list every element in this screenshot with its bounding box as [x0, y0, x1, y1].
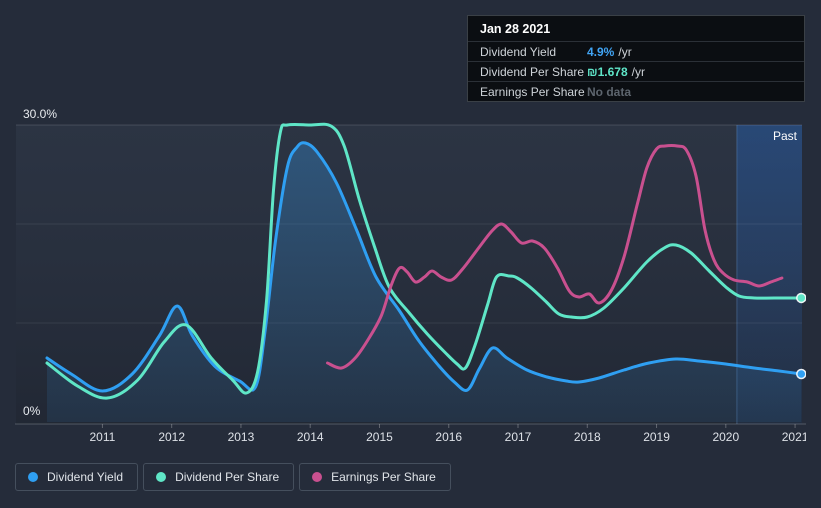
svg-text:2015: 2015: [366, 430, 393, 444]
svg-text:2019: 2019: [643, 430, 670, 444]
svg-text:2013: 2013: [228, 430, 255, 444]
chart-tooltip: Jan 28 2021 Dividend Yield 4.9% /yr Divi…: [467, 15, 805, 102]
tooltip-row-dividend-yield: Dividend Yield 4.9% /yr: [468, 41, 804, 61]
svg-text:2014: 2014: [297, 430, 324, 444]
legend-label: Earnings Per Share: [331, 470, 436, 484]
tooltip-unit: /yr: [631, 64, 645, 79]
legend-label: Dividend Per Share: [175, 470, 280, 484]
tooltip-value: No data: [587, 84, 632, 99]
svg-text:2020: 2020: [712, 430, 739, 444]
legend-label: Dividend Yield: [47, 470, 124, 484]
tooltip-label: Dividend Yield: [480, 44, 557, 59]
svg-text:2018: 2018: [574, 430, 601, 444]
svg-text:2016: 2016: [435, 430, 462, 444]
legend-item-earnings-per-share[interactable]: Earnings Per Share: [299, 463, 451, 491]
svg-text:2011: 2011: [90, 430, 116, 444]
dividend-per-share-dot-icon: [156, 472, 167, 482]
dividend-yield-dot-icon: [28, 472, 38, 482]
tooltip-value: ₪1.678: [587, 64, 628, 79]
tooltip-label: Dividend Per Share: [480, 64, 585, 79]
dividend-history-chart[interactable]: 2011 2012 2013 2014 2015 2016 2017 2018 2019 2020…: [0, 0, 806, 452]
svg-text:2021: 2021: [782, 430, 806, 444]
svg-text:2017: 2017: [505, 430, 532, 444]
past-region-label: Past: [773, 129, 798, 143]
legend-item-dividend-per-share[interactable]: Dividend Per Share: [143, 463, 295, 491]
svg-text:30.0%: 30.0%: [23, 107, 57, 121]
tooltip-row-earnings-per-share: Earnings Per Share No data: [468, 81, 804, 101]
tooltip-label: Earnings Per Share: [480, 84, 585, 99]
tooltip-value: 4.9%: [587, 44, 615, 59]
tooltip-row-dividend-per-share: Dividend Per Share ₪1.678 /yr: [468, 61, 804, 81]
earnings-per-share-dot-icon: [312, 472, 323, 482]
svg-text:2012: 2012: [158, 430, 185, 444]
tooltip-date: Jan 28 2021: [480, 22, 551, 36]
legend: Dividend Yield Dividend Per Share Earnin…: [15, 463, 451, 491]
legend-item-dividend-yield[interactable]: Dividend Yield: [15, 463, 139, 491]
tooltip-unit: /yr: [618, 44, 632, 59]
svg-text:0%: 0%: [23, 404, 41, 418]
